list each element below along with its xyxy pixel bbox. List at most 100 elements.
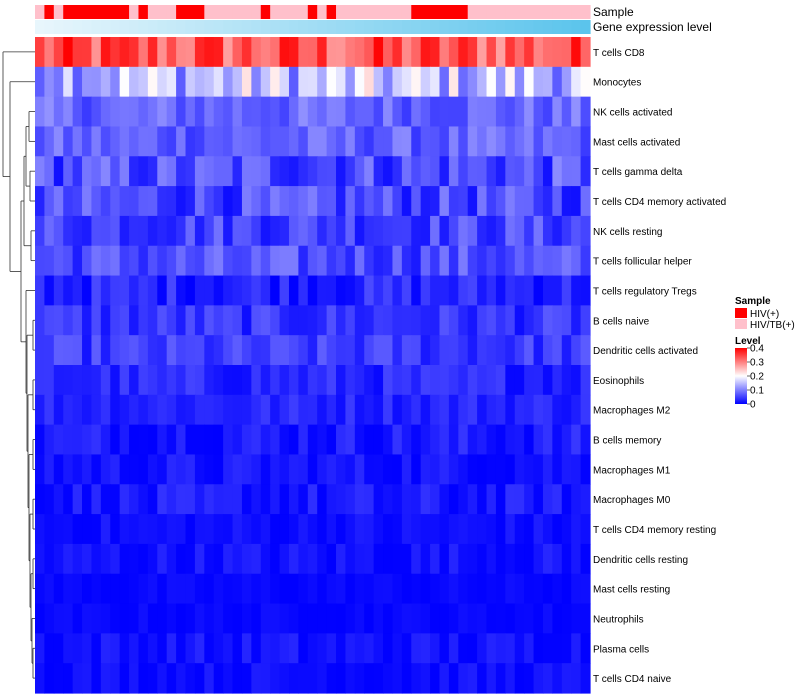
heatmap-cell [241, 245, 252, 277]
heatmap-cell [44, 454, 55, 485]
heatmap-cell [345, 663, 356, 694]
heatmap-cell [288, 663, 299, 694]
sample-annotation-cell [326, 5, 337, 19]
heatmap-cell [213, 335, 224, 366]
heatmap-cell [533, 335, 544, 366]
heatmap-cell [326, 156, 337, 187]
heatmap-cell [91, 484, 102, 515]
heatmap-cell [571, 603, 582, 634]
heatmap-cell [279, 454, 290, 485]
sample-annotation-cell [420, 5, 431, 19]
heatmap-cell [401, 663, 412, 694]
heatmap-cell [176, 126, 187, 157]
heatmap-cell [401, 484, 412, 515]
heatmap-cell [91, 37, 102, 68]
heatmap-cell [477, 424, 488, 456]
heatmap-cell [44, 424, 55, 456]
heatmap-cell [533, 96, 544, 128]
heatmap-cell [204, 305, 215, 336]
heatmap-cell [270, 186, 281, 217]
heatmap-cell [542, 96, 553, 128]
heatmap-cell [100, 37, 111, 68]
heatmap-cell [448, 424, 459, 456]
heatmap-cell [251, 663, 262, 694]
heatmap-cell [467, 365, 478, 396]
heatmap-cell [307, 275, 318, 306]
heatmap-cell [420, 484, 431, 515]
heatmap-cell [345, 126, 356, 157]
heatmap-cell [533, 543, 544, 575]
heatmap-cell [524, 543, 535, 575]
heatmap-cell [354, 215, 365, 247]
heatmap-cell [166, 424, 177, 456]
gene-annotation-cell [495, 20, 506, 34]
heatmap-cell [147, 394, 158, 426]
heatmap-cell [373, 305, 384, 336]
heatmap-cell [317, 335, 328, 366]
heatmap-cell [524, 335, 535, 366]
row-label: B cells memory [593, 436, 661, 447]
heatmap-cell [213, 186, 224, 217]
heatmap-cell [411, 633, 422, 664]
heatmap-cell [430, 394, 441, 426]
heatmap-cell [486, 126, 497, 157]
heatmap-cell [467, 454, 478, 485]
gene-annotation-cell [411, 20, 422, 34]
heatmap-cell [176, 275, 187, 306]
heatmap-cell [138, 305, 149, 336]
heatmap-cell [317, 37, 328, 68]
heatmap-cell [354, 394, 365, 426]
heatmap-cell [223, 514, 234, 545]
heatmap-cell [383, 514, 394, 545]
heatmap-cell [270, 335, 281, 366]
heatmap-cell [392, 454, 403, 485]
heatmap-cell [166, 186, 177, 217]
heatmap-cell [467, 275, 478, 306]
heatmap-cell [82, 424, 93, 456]
heatmap-cell [486, 633, 497, 664]
heatmap-cell [82, 156, 93, 187]
heatmap-cell [477, 215, 488, 247]
row-label: NK cells activated [593, 108, 672, 119]
heatmap-cell [392, 543, 403, 575]
heatmap-cell [147, 335, 158, 366]
heatmap-cell [524, 484, 535, 515]
heatmap-cell [110, 335, 121, 366]
heatmap-cell [458, 96, 469, 128]
heatmap-cell [53, 186, 64, 217]
heatmap-cell [241, 663, 252, 694]
heatmap-cell [82, 603, 93, 634]
sample-annotation-cell [392, 5, 403, 19]
heatmap-cell [533, 454, 544, 485]
heatmap-cell [383, 245, 394, 277]
heatmap-cell [213, 543, 224, 575]
heatmap-cell [307, 394, 318, 426]
heatmap-cell [439, 365, 450, 396]
heatmap-cell [204, 514, 215, 545]
heatmap-cell [477, 573, 488, 605]
heatmap-cell [110, 37, 121, 68]
heatmap-cell [580, 66, 591, 98]
gene-annotation-cell [307, 20, 318, 34]
heatmap-cell [223, 663, 234, 694]
heatmap-cell [458, 365, 469, 396]
heatmap-cell [260, 305, 271, 336]
heatmap-cell [317, 305, 328, 336]
heatmap-cell [82, 543, 93, 575]
heatmap-cell [185, 633, 196, 664]
heatmap-cell [542, 573, 553, 605]
heatmap-cell [533, 37, 544, 68]
heatmap-cell [298, 365, 309, 396]
row-label: T cells regulatory Tregs [593, 287, 697, 298]
heatmap-cell [317, 424, 328, 456]
heatmap-cell [223, 275, 234, 306]
heatmap-cell [411, 543, 422, 575]
gene-annotation-cell [524, 20, 535, 34]
heatmap-cell [345, 275, 356, 306]
heatmap-cell [571, 186, 582, 217]
heatmap-cell [204, 96, 215, 128]
heatmap-cell [448, 37, 459, 68]
heatmap-cell [467, 156, 478, 187]
heatmap-cell [72, 96, 83, 128]
heatmap-cell [288, 66, 299, 98]
